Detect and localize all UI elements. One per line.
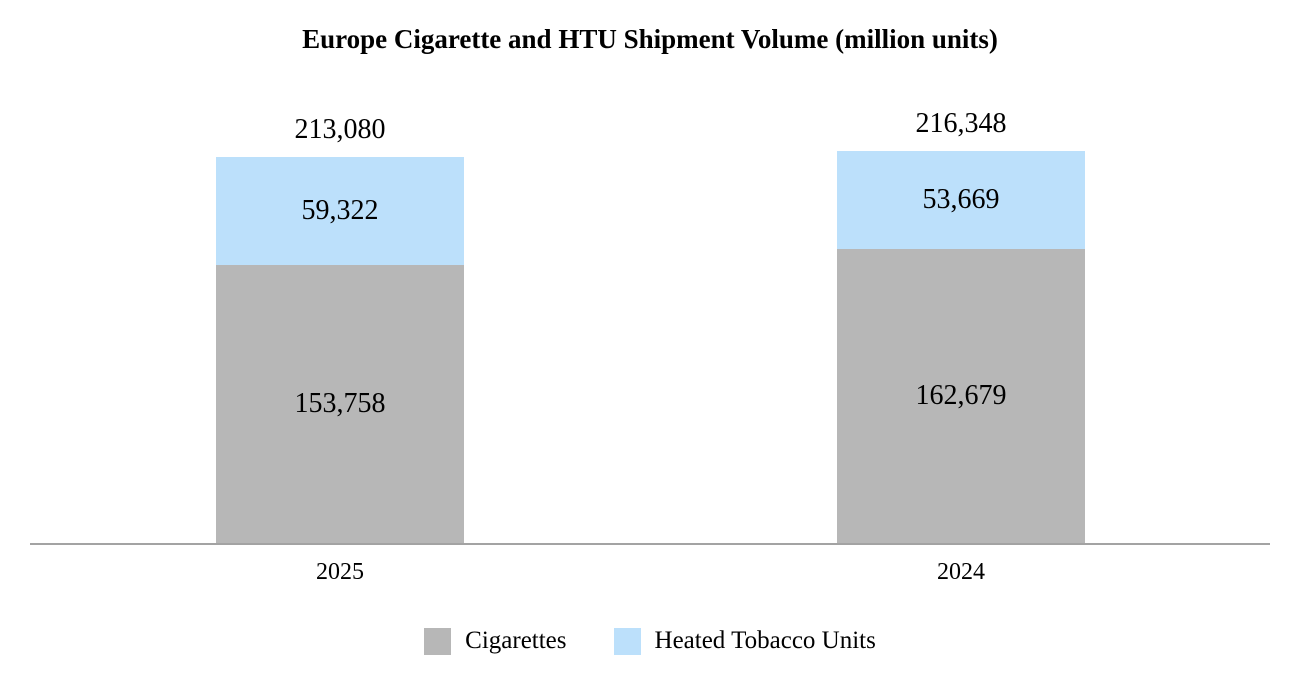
bar-segment-heated-tobacco-units: 53,669: [837, 151, 1085, 249]
bar-segment-cigarettes: 162,679: [837, 248, 1085, 544]
x-tick-label-2025: 2025: [316, 559, 364, 585]
legend-label-cigarettes: Cigarettes: [465, 627, 567, 654]
bar-segment-heated-tobacco-units: 59,322: [216, 157, 464, 265]
bar-segment-cigarettes: 153,758: [216, 264, 464, 544]
legend-item-heated-tobacco-units: Heated Tobacco Units: [613, 627, 876, 655]
segment-value-label: 53,669: [922, 183, 1000, 215]
x-axis-line: [30, 543, 1270, 545]
legend-swatch-cigarettes: [424, 627, 452, 655]
x-tick-label-2024: 2024: [937, 559, 985, 585]
legend-label-heated-tobacco-units: Heated Tobacco Units: [654, 627, 876, 654]
legend-swatch-heated-tobacco-units: [613, 627, 641, 655]
total-value-label: 213,080: [294, 114, 386, 145]
segment-value-label: 153,758: [294, 388, 386, 420]
total-value-label: 216,348: [915, 108, 1007, 140]
legend-item-cigarettes: Cigarettes: [424, 627, 567, 655]
plot-area: 213,080 59,322 153,758 216,348 53,669 16…: [30, 108, 1270, 545]
segment-value-label: 59,322: [301, 194, 379, 226]
chart-title: Europe Cigarette and HTU Shipment Volume…: [302, 24, 998, 54]
legend: Cigarettes Heated Tobacco Units: [0, 627, 1300, 655]
segment-value-label: 162,679: [915, 380, 1007, 412]
